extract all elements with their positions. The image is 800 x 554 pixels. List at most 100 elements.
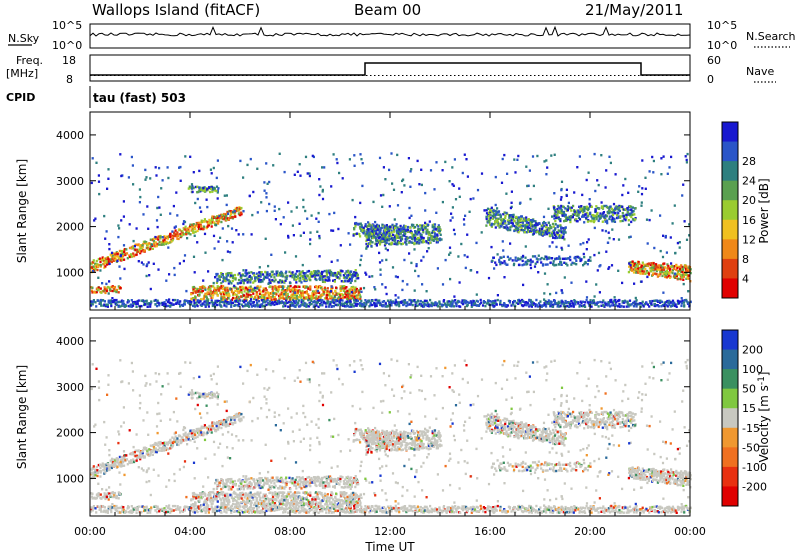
power-cell [624, 300, 627, 303]
power-cell [166, 242, 169, 245]
power-cell [194, 227, 197, 231]
power-cell [134, 300, 137, 304]
power-cell [629, 235, 632, 238]
power-cell [222, 292, 226, 295]
power-cell [201, 302, 204, 305]
power-cell [643, 270, 646, 273]
power-cell [160, 243, 163, 246]
power-cell [487, 214, 491, 218]
power-cell [230, 305, 233, 308]
power-cell [264, 291, 267, 295]
power-cell [508, 216, 511, 219]
power-cell [652, 262, 655, 265]
power-cell [638, 268, 642, 271]
power-cell [121, 252, 124, 255]
power-cell [688, 305, 691, 308]
power-cell [379, 229, 382, 232]
power-cell [137, 260, 140, 263]
power-cell [439, 303, 442, 306]
power-cell [378, 299, 381, 302]
power-cell [224, 279, 227, 282]
power-cell [265, 300, 268, 303]
power-cell [349, 277, 352, 281]
power-cell [435, 211, 438, 214]
power-cell [417, 227, 420, 231]
power-cell [645, 218, 649, 221]
power-cell [543, 302, 546, 305]
power-cell [435, 228, 438, 231]
power-cell [548, 245, 551, 248]
power-cell [346, 289, 349, 293]
power-cell [526, 184, 529, 188]
power-cell [504, 262, 507, 265]
power-cell [320, 275, 323, 278]
power-cell [611, 213, 615, 217]
power-cell [626, 302, 629, 305]
power-cell [243, 290, 246, 293]
power-cell [553, 302, 556, 306]
power-cell [325, 291, 328, 294]
power-cell [384, 178, 387, 181]
power-cell [288, 297, 291, 300]
power-cell [475, 299, 478, 303]
power-cell [274, 278, 277, 282]
power-cell [263, 289, 266, 292]
power-cell [551, 257, 554, 260]
power-cell [306, 270, 309, 273]
power-cell [538, 227, 541, 231]
power-cell [665, 304, 668, 307]
power-cell [667, 275, 670, 278]
power-cell [451, 304, 454, 307]
power-cell [287, 305, 290, 308]
power-cell [557, 204, 560, 208]
power-cell [546, 230, 549, 234]
power-cell [350, 291, 353, 294]
nave-label: Nave [746, 65, 774, 78]
power-cell [229, 299, 232, 302]
power-cell [520, 304, 524, 307]
power-cell [233, 284, 236, 288]
power-cell [342, 293, 345, 297]
power-cell [149, 238, 152, 241]
power-cell [541, 226, 544, 229]
power-cell [603, 218, 607, 221]
power-cell [105, 230, 108, 233]
power-cell [109, 259, 112, 263]
power-cell [320, 301, 323, 304]
power-cell [307, 269, 311, 273]
power-cell [661, 270, 664, 273]
power-cell [318, 234, 321, 238]
power-cell [558, 302, 561, 305]
power-cell [401, 288, 404, 292]
power-cell [514, 256, 517, 259]
power-cell [200, 219, 203, 222]
power-cell [239, 285, 242, 289]
power-cell [350, 287, 353, 290]
power-cell [458, 187, 461, 190]
power-cell [206, 188, 209, 191]
power-cell [353, 274, 356, 277]
power-cell [290, 293, 293, 296]
power-cell [330, 274, 333, 277]
power-cell [498, 260, 501, 263]
power-cell [600, 154, 603, 157]
power-cell [561, 212, 564, 215]
power-cell [200, 304, 203, 307]
power-cell [580, 258, 583, 262]
power-cell [650, 262, 653, 265]
power-cell [659, 301, 662, 304]
velocity-cell [104, 467, 107, 471]
power-cell [182, 259, 185, 263]
power-cell [545, 258, 548, 261]
power-cell [406, 283, 409, 286]
power-cell [489, 216, 492, 219]
power-cell [522, 283, 525, 287]
power-cell [536, 154, 539, 158]
power-cell [681, 276, 684, 279]
power-cell [109, 288, 112, 291]
power-cell [211, 290, 214, 294]
velocity-heatmap [90, 358, 692, 514]
power-cell [310, 297, 313, 300]
power-cell [485, 217, 488, 221]
power-cell [346, 304, 350, 308]
